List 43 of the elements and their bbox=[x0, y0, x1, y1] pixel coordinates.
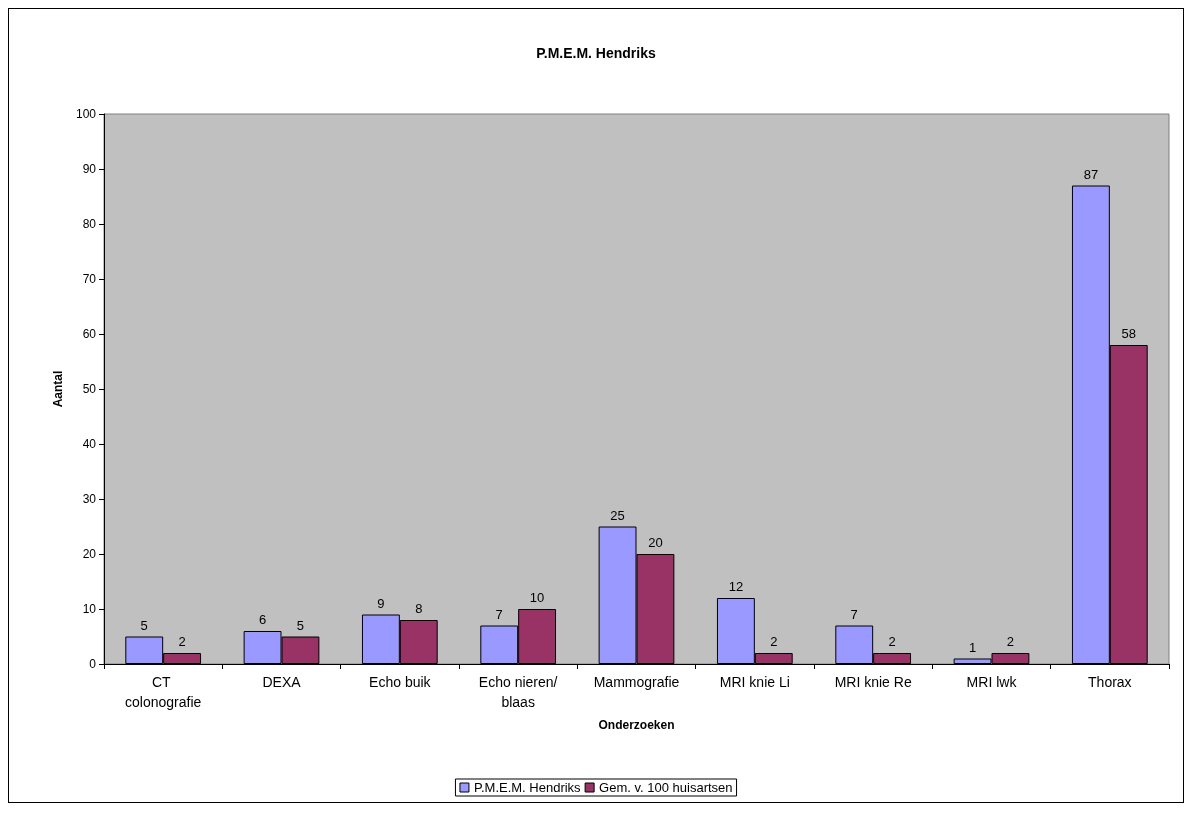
x-tick-label: MRI knie Re bbox=[834, 674, 912, 690]
data-label: 8 bbox=[415, 601, 423, 616]
data-label: 2 bbox=[770, 634, 778, 649]
x-tick-label: Echo nieren/blaas bbox=[478, 674, 558, 710]
y-tick-label: 10 bbox=[82, 602, 97, 616]
x-tick-label: MRI lwk bbox=[966, 674, 1018, 690]
y-tick-label: 60 bbox=[82, 327, 97, 341]
data-label: 1 bbox=[968, 639, 977, 655]
y-tick-label: 70 bbox=[82, 272, 97, 286]
data-label: 9 bbox=[377, 595, 385, 611]
y-tick-label: 90 bbox=[82, 162, 97, 176]
y-tick-label: 20 bbox=[82, 547, 97, 561]
x-tick-label: Mammografie bbox=[593, 674, 680, 690]
x-tick-label: MRI knie Li bbox=[719, 674, 790, 690]
data-label: 2 bbox=[1006, 634, 1015, 649]
x-tick-label: CT colonografie bbox=[125, 674, 202, 710]
x-tick-label: Thorax bbox=[1088, 674, 1132, 690]
data-label: 10 bbox=[529, 590, 545, 605]
data-label: 87 bbox=[1083, 166, 1099, 182]
data-label: 7 bbox=[495, 606, 503, 622]
y-tick-label: 40 bbox=[82, 437, 97, 451]
data-label: 12 bbox=[728, 579, 744, 594]
data-label: 5 bbox=[140, 617, 148, 633]
data-label: 2 bbox=[178, 634, 186, 649]
legend-label: P.M.E.M. Hendriks bbox=[473, 780, 582, 795]
data-label: 20 bbox=[648, 535, 663, 550]
data-label: 58 bbox=[1121, 326, 1136, 341]
data-label: 25 bbox=[610, 507, 625, 523]
data-label: 6 bbox=[258, 612, 267, 627]
data-label: 2 bbox=[888, 634, 896, 649]
y-tick-label: 30 bbox=[82, 492, 97, 506]
x-axis-title: Onderzoeken bbox=[598, 718, 675, 732]
y-tick-label: 100 bbox=[75, 107, 97, 121]
data-label: 7 bbox=[850, 606, 858, 622]
chart-title: P.M.E.M. Hendriks bbox=[536, 45, 656, 61]
x-tick-label: Echo buik bbox=[369, 674, 432, 690]
legend-label: Gem. v. 100 huisartsen bbox=[599, 780, 733, 795]
y-tick-label: 0 bbox=[89, 657, 97, 671]
y-axis-title: Aantal bbox=[51, 370, 65, 408]
data-label: 5 bbox=[296, 617, 305, 633]
y-tick-label: 80 bbox=[82, 217, 97, 231]
y-tick-label: 50 bbox=[82, 382, 97, 396]
x-tick-label: DEXA bbox=[262, 674, 302, 690]
